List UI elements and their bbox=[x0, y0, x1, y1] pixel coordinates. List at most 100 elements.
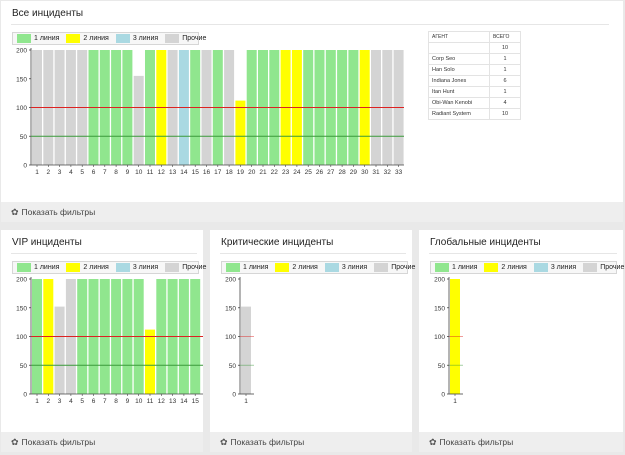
show-filters-link[interactable]: ✿ Показать фильтры bbox=[210, 432, 412, 452]
x-tick-label: 14 bbox=[180, 169, 188, 176]
agents-table: АГЕНТ ВСЕГО 10 Corp Seo 1 Han Solo 1 Indiana … bbox=[428, 31, 521, 120]
x-tick-label: 13 bbox=[169, 169, 177, 176]
legend-label: 2 линия bbox=[83, 35, 109, 42]
gear-icon: ✿ bbox=[429, 437, 437, 447]
legend-label: 2 линия bbox=[83, 264, 109, 271]
legend-item-line2[interactable]: 2 линия bbox=[484, 263, 527, 272]
x-tick-label: 23 bbox=[282, 169, 290, 176]
x-tick-label: 8 bbox=[114, 398, 118, 405]
legend-swatch bbox=[435, 263, 449, 272]
x-tick-label: 27 bbox=[327, 169, 335, 176]
legend-swatch bbox=[165, 34, 180, 43]
x-tick-label: 31 bbox=[372, 169, 380, 176]
bar-10[interactable] bbox=[133, 75, 144, 165]
x-tick-label: 22 bbox=[271, 169, 279, 176]
legend-item-line2[interactable]: 2 линия bbox=[275, 263, 318, 272]
agent-total-cell: 1 bbox=[489, 86, 521, 98]
x-tick-label: 18 bbox=[225, 169, 233, 176]
gear-icon: ✿ bbox=[11, 437, 19, 447]
legend-item-other[interactable]: Прочие bbox=[374, 263, 415, 272]
legend-item-line1[interactable]: 1 линия bbox=[226, 263, 268, 272]
legend-item-line1[interactable]: 1 линия bbox=[17, 263, 59, 272]
x-tick-label: 3 bbox=[58, 398, 62, 405]
table-row: Corp Seo 1 bbox=[428, 53, 521, 65]
legend-item-line2[interactable]: 2 линия bbox=[66, 263, 109, 272]
agent-name-cell: Obi-Wan Kenobi bbox=[428, 97, 490, 109]
global-incidents-panel: Глобальные инциденты 1 линия 2 линия 3 л… bbox=[419, 230, 624, 452]
legend-label: 3 линия bbox=[341, 264, 368, 271]
legend-item-line1[interactable]: 1 линия bbox=[17, 34, 59, 43]
x-tick-label: 3 bbox=[58, 169, 62, 176]
x-tick-label: 1 bbox=[453, 398, 457, 405]
x-tick-label: 1 bbox=[244, 398, 248, 405]
x-tick-label: 9 bbox=[126, 398, 130, 405]
y-tick-label: 100 bbox=[225, 334, 236, 341]
show-filters-link[interactable]: ✿ Показать фильтры bbox=[419, 432, 623, 452]
y-tick-label: 50 bbox=[20, 363, 28, 370]
total-column-header: ВСЕГО bbox=[489, 31, 521, 43]
legend-item-other[interactable]: Прочие bbox=[583, 263, 624, 272]
bar-3[interactable] bbox=[54, 306, 65, 394]
legend-item-other[interactable]: Прочие bbox=[165, 263, 206, 272]
x-tick-label: 10 bbox=[135, 398, 143, 405]
x-tick-label: 16 bbox=[203, 169, 211, 176]
x-tick-label: 8 bbox=[114, 169, 118, 176]
y-tick-label: 50 bbox=[229, 363, 237, 370]
y-tick-label: 0 bbox=[232, 392, 236, 399]
bar-1[interactable] bbox=[241, 306, 251, 394]
x-tick-label: 1 bbox=[35, 398, 39, 405]
x-tick-label: 15 bbox=[192, 398, 200, 405]
x-tick-label: 17 bbox=[214, 169, 222, 176]
vip-incidents-panel: VIP инциденты 1 линия 2 линия 3 линия Пр… bbox=[1, 230, 206, 452]
chart-legend: 1 линия 2 линия 3 линия Прочие bbox=[12, 261, 206, 274]
legend-label: 3 линия bbox=[132, 35, 159, 42]
panel-title: Критические инциденты bbox=[221, 237, 334, 248]
y-tick-label: 100 bbox=[16, 105, 27, 112]
agent-name-cell bbox=[428, 42, 490, 54]
show-filters-link[interactable]: ✿ Показать фильтры bbox=[1, 432, 203, 452]
divider bbox=[11, 253, 197, 254]
bar-11[interactable] bbox=[145, 329, 155, 394]
x-tick-label: 5 bbox=[80, 398, 84, 405]
agent-name-cell: Han Solo bbox=[428, 64, 490, 76]
divider bbox=[429, 253, 617, 254]
gear-icon: ✿ bbox=[11, 207, 19, 217]
legend-item-line3[interactable]: 3 линия bbox=[115, 263, 158, 272]
table-row: Itan Hunt 1 bbox=[428, 86, 521, 98]
chart-legend: 1 линия 2 линия 3 линия Прочие bbox=[430, 261, 624, 274]
agent-column-header: АГЕНТ bbox=[428, 31, 490, 43]
x-tick-label: 2 bbox=[46, 169, 50, 176]
x-tick-label: 21 bbox=[259, 169, 267, 176]
legend-item-other[interactable]: Прочие bbox=[165, 34, 206, 43]
show-filters-label: Показать фильтры bbox=[21, 207, 96, 217]
show-filters-link[interactable]: ✿ Показать фильтры bbox=[1, 202, 623, 222]
x-tick-label: 7 bbox=[103, 169, 107, 176]
gear-icon: ✿ bbox=[220, 437, 228, 447]
x-tick-label: 29 bbox=[350, 169, 358, 176]
legend-item-line3[interactable]: 3 линия bbox=[324, 263, 368, 272]
x-tick-label: 6 bbox=[92, 169, 96, 176]
x-tick-label: 26 bbox=[316, 169, 324, 176]
legend-label: 1 линия bbox=[452, 264, 478, 271]
divider bbox=[220, 253, 406, 254]
legend-item-line3[interactable]: 3 линия bbox=[533, 263, 576, 272]
show-filters-label: Показать фильтры bbox=[21, 437, 96, 447]
bars-group bbox=[241, 306, 251, 394]
critical-incidents-chart: 0 50 100 150 200 1 bbox=[225, 277, 254, 405]
legend-label: 1 линия bbox=[243, 264, 269, 271]
legend-swatch bbox=[115, 34, 130, 43]
agent-name-cell: Corp Seo bbox=[428, 53, 490, 65]
agent-total-cell: 10 bbox=[489, 108, 521, 120]
legend-item-line2[interactable]: 2 линия bbox=[66, 34, 109, 43]
legend-swatch bbox=[165, 263, 180, 272]
legend-swatch bbox=[275, 263, 290, 272]
legend-item-line3[interactable]: 3 линия bbox=[115, 34, 159, 43]
x-tick-label: 10 bbox=[135, 169, 143, 176]
critical-incidents-panel: Критические инциденты 1 линия 2 линия 3 … bbox=[210, 230, 415, 452]
bar-19[interactable] bbox=[235, 100, 246, 165]
table-row: Obi-Wan Kenobi 4 bbox=[428, 97, 521, 109]
agent-total-cell: 1 bbox=[489, 53, 521, 65]
legend-item-line1[interactable]: 1 линия bbox=[435, 263, 477, 272]
x-tick-label: 11 bbox=[147, 398, 154, 405]
legend-swatch bbox=[66, 263, 81, 272]
